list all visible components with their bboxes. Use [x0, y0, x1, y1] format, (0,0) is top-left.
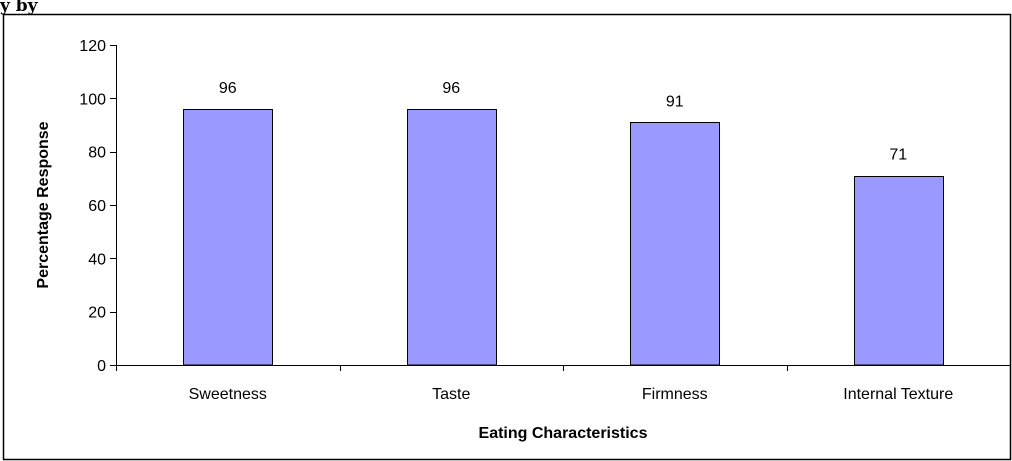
- category-label: Firmness: [642, 386, 708, 403]
- y-tick-label: 100: [79, 91, 106, 108]
- data-labels: 96 96 91 71: [219, 80, 907, 164]
- category-label: Internal Texture: [843, 386, 953, 403]
- chart-frame: [2, 13, 1012, 461]
- y-tick-label: 80: [88, 145, 106, 162]
- y-tick-label: 0: [97, 358, 106, 375]
- bar-sweetness: [183, 109, 273, 366]
- y-ticks: 0 20 40 60 80 100 120: [79, 38, 116, 375]
- x-axis-title: Eating Characteristics: [479, 425, 648, 442]
- y-tick-label: 60: [88, 198, 106, 215]
- category-label: Taste: [432, 386, 470, 403]
- cropped-heading: y by: [0, 0, 39, 16]
- bar-internal-texture: [854, 176, 944, 366]
- bar-firmness: [630, 122, 720, 366]
- category-labels: Sweetness Taste Firmness Internal Texture: [189, 386, 954, 403]
- x-ticks: [116, 365, 1011, 371]
- y-tick-label: 40: [88, 251, 106, 268]
- y-axis-title: Percentage Response: [35, 121, 52, 288]
- y-tick-label: 120: [79, 38, 106, 55]
- category-label: Sweetness: [189, 386, 267, 403]
- data-label: 96: [442, 80, 460, 97]
- bar-taste: [407, 109, 497, 366]
- y-tick-label: 20: [88, 305, 106, 322]
- data-label: 71: [889, 147, 907, 164]
- bars: [183, 109, 944, 366]
- data-label: 91: [666, 93, 684, 110]
- data-label: 96: [219, 80, 237, 97]
